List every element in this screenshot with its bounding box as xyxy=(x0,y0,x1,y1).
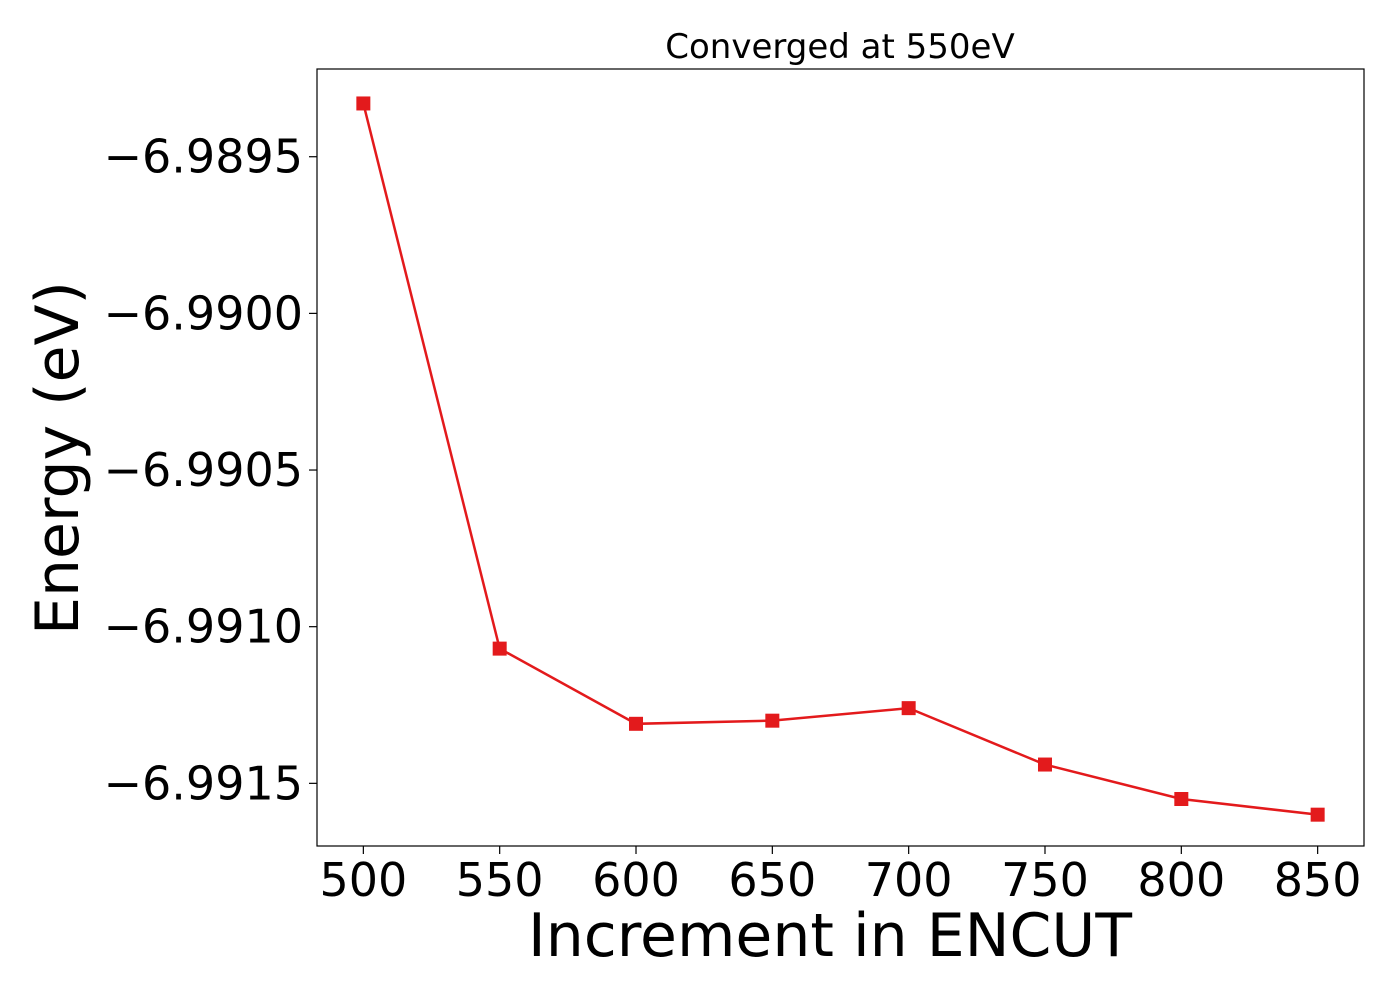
y-tick-label: −6.9900 xyxy=(104,286,304,340)
series-layer xyxy=(356,96,1325,822)
x-tick-label: 700 xyxy=(865,853,953,907)
data-point xyxy=(1174,792,1189,807)
x-tick-label: 550 xyxy=(456,853,544,907)
y-tick-label: −6.9905 xyxy=(104,443,304,497)
y-tick-label: −6.9910 xyxy=(104,600,304,654)
data-point xyxy=(492,641,507,656)
x-axis-label: Increment in ENCUT xyxy=(528,901,1132,971)
data-point xyxy=(765,713,780,728)
x-tick-label: 850 xyxy=(1274,853,1362,907)
data-point xyxy=(356,96,371,111)
plot-area xyxy=(316,68,1365,847)
data-point xyxy=(1310,807,1325,822)
series-line xyxy=(362,103,1318,816)
x-axis: 500 550 600 650 700 750 800 850 xyxy=(319,846,1362,907)
x-tick-label: 800 xyxy=(1137,853,1225,907)
y-tick-label: −6.9915 xyxy=(104,756,304,810)
y-tick-label: −6.9895 xyxy=(104,130,304,184)
x-tick-label: 600 xyxy=(592,853,680,907)
y-axis-label: Energy (eV) xyxy=(23,281,93,635)
data-point xyxy=(1037,757,1052,772)
x-tick-label: 500 xyxy=(319,853,407,907)
x-tick-label: 750 xyxy=(1001,853,1089,907)
x-tick-label: 650 xyxy=(728,853,816,907)
data-point xyxy=(629,716,644,731)
chart-title: Converged at 550eV xyxy=(665,27,1014,67)
data-point xyxy=(901,701,916,716)
y-axis: −6.9895 −6.9900 −6.9905 −6.9910 −6.9915 xyxy=(104,130,317,810)
